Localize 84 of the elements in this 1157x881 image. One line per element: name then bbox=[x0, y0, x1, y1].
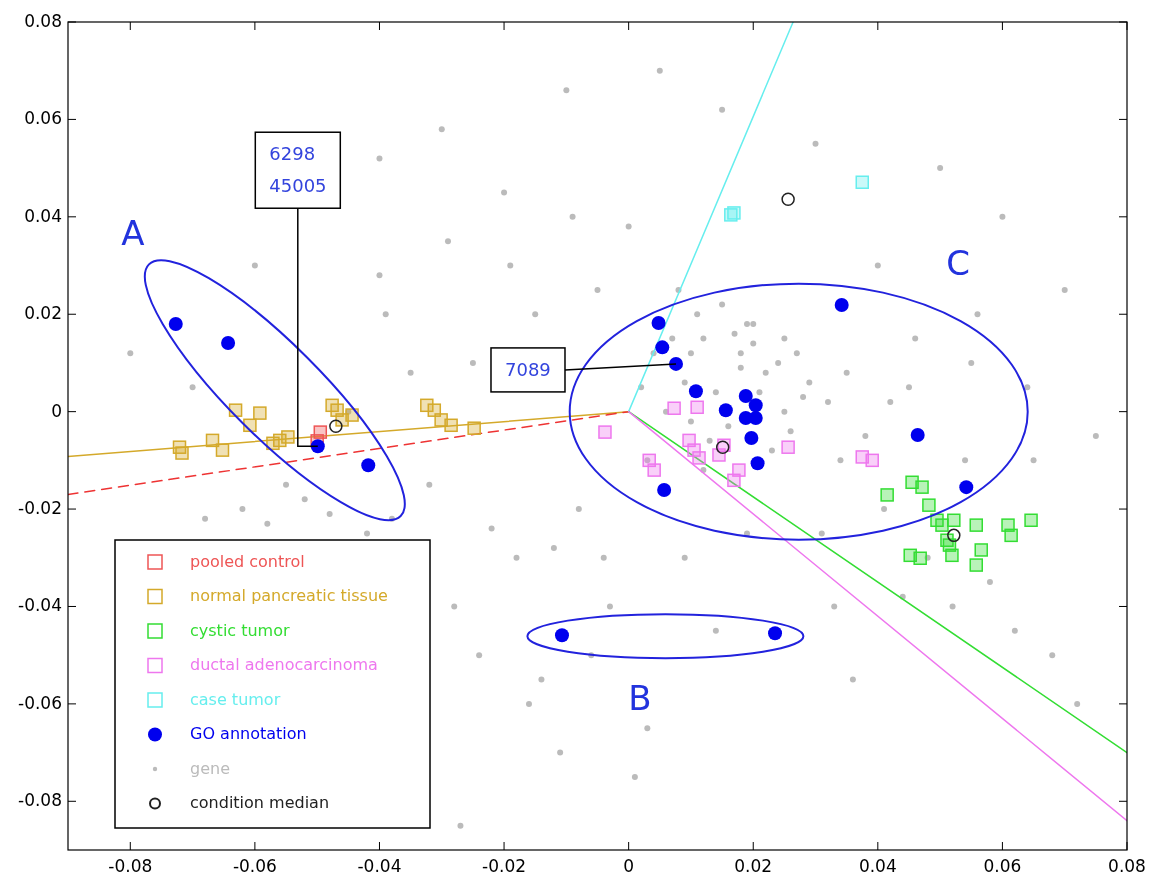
legend-label: ductal adenocarcinoma bbox=[190, 655, 378, 674]
y-tick-label: 0.04 bbox=[24, 205, 62, 226]
point bbox=[748, 398, 763, 413]
legend-label: cystic tumor bbox=[190, 620, 290, 640]
point bbox=[651, 316, 666, 330]
point bbox=[781, 440, 795, 454]
point bbox=[915, 480, 929, 494]
point bbox=[781, 192, 795, 207]
y-tick-label: 0.08 bbox=[24, 11, 62, 31]
x-tick-label: 0.02 bbox=[734, 856, 773, 876]
point bbox=[748, 410, 763, 425]
point bbox=[310, 439, 325, 454]
x-tick-label: -0.08 bbox=[108, 856, 153, 876]
point bbox=[361, 458, 376, 473]
y-tick-label: 0.02 bbox=[24, 303, 62, 324]
legend-label: pooled control bbox=[190, 551, 305, 571]
point bbox=[467, 421, 481, 435]
point bbox=[345, 408, 359, 422]
point bbox=[253, 406, 267, 420]
point bbox=[667, 401, 681, 415]
point bbox=[434, 413, 448, 427]
annotation: C bbox=[946, 242, 970, 283]
point bbox=[910, 428, 925, 443]
point bbox=[444, 418, 458, 433]
x-tick-label: 0.04 bbox=[858, 856, 897, 876]
point bbox=[974, 543, 988, 557]
point bbox=[692, 451, 706, 465]
point bbox=[969, 518, 983, 532]
point bbox=[880, 488, 894, 502]
x-tick-label: 0 bbox=[623, 856, 635, 876]
point bbox=[668, 356, 683, 371]
point bbox=[768, 626, 783, 641]
annotation: 6298 45005 bbox=[269, 143, 327, 197]
point bbox=[945, 548, 959, 563]
point bbox=[647, 463, 661, 477]
point bbox=[1001, 518, 1015, 532]
point bbox=[744, 430, 759, 445]
x-tick-label: 0.06 bbox=[983, 856, 1022, 876]
point bbox=[935, 518, 949, 532]
point bbox=[329, 419, 343, 434]
point bbox=[690, 400, 704, 415]
y-tick-label: -0.08 bbox=[18, 790, 62, 811]
y-tick-label: -0.04 bbox=[18, 595, 62, 616]
point bbox=[865, 453, 879, 468]
point bbox=[657, 483, 672, 498]
annotation: 7089 bbox=[504, 358, 551, 380]
point bbox=[738, 389, 753, 404]
point bbox=[1024, 513, 1038, 528]
point bbox=[913, 551, 927, 565]
point bbox=[1004, 528, 1018, 543]
y-tick-label: -0.06 bbox=[18, 692, 62, 713]
x-tick-label: -0.06 bbox=[232, 856, 277, 876]
point bbox=[688, 384, 703, 399]
point bbox=[947, 528, 961, 543]
point bbox=[855, 175, 869, 189]
point bbox=[168, 316, 183, 331]
point bbox=[175, 446, 189, 460]
point bbox=[969, 558, 983, 572]
legend-label: case tumor bbox=[190, 689, 281, 709]
text: gene bbox=[190, 758, 230, 778]
annotation: B bbox=[628, 677, 652, 718]
legend-label: normal pancreatic tissue bbox=[190, 586, 388, 605]
point bbox=[959, 480, 974, 495]
x-tick-label: -0.04 bbox=[357, 856, 402, 876]
point bbox=[598, 425, 612, 439]
legend-label: GO annotation bbox=[190, 724, 307, 743]
point bbox=[834, 297, 849, 312]
point bbox=[718, 403, 733, 418]
point bbox=[922, 498, 936, 512]
annotation: A bbox=[121, 212, 145, 253]
x-tick-label: -0.02 bbox=[482, 856, 527, 876]
y-tick-label: -0.02 bbox=[18, 498, 62, 519]
x-tick-label: 0.08 bbox=[1108, 856, 1146, 876]
point bbox=[947, 513, 961, 528]
point bbox=[221, 335, 236, 350]
point bbox=[215, 443, 230, 457]
point bbox=[750, 456, 765, 471]
y-tick-label: 0 bbox=[51, 400, 62, 421]
point bbox=[655, 340, 670, 355]
legend-label: condition median bbox=[190, 793, 330, 812]
point bbox=[732, 463, 746, 477]
y-tick-label: 0.06 bbox=[24, 108, 62, 129]
point bbox=[554, 628, 569, 643]
point bbox=[281, 430, 295, 444]
